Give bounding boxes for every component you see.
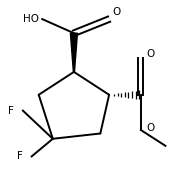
Text: O: O [113, 7, 121, 17]
Text: HO: HO [23, 14, 39, 24]
Text: F: F [17, 151, 23, 161]
Text: F: F [8, 106, 14, 116]
Text: O: O [146, 49, 154, 59]
Polygon shape [70, 33, 77, 72]
Text: O: O [146, 123, 154, 133]
